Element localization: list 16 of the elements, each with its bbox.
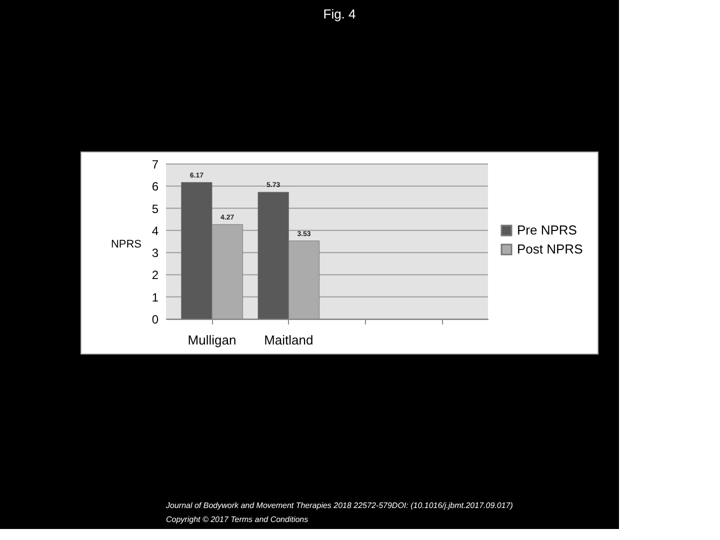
- y-tick-label: 0: [152, 312, 159, 326]
- y-tick-label: 7: [152, 158, 159, 172]
- x-tick-label: Maitland: [264, 332, 314, 348]
- legend-label: Post NPRS: [517, 242, 584, 256]
- y-axis-title: NPRS: [110, 238, 142, 250]
- x-tick-label: Mulligan: [188, 332, 236, 348]
- chart-title: Fig. 4: [323, 6, 356, 22]
- y-tick-label: 2: [152, 268, 159, 282]
- y-tick-label: 3: [152, 246, 159, 260]
- y-tick-label: 1: [152, 290, 159, 304]
- y-tick-label: 6: [152, 180, 159, 194]
- y-tick-label: 4: [152, 224, 159, 238]
- text: Journal of Bodywork and Movement Therapies 2018 22572-579DOI: (10.1016/j.jbmt.2017.09.017): [165, 501, 514, 510]
- y-tick-label: 5: [152, 202, 159, 216]
- text: Copyright © 2017 Terms and Conditions: [166, 515, 308, 524]
- legend-label: Pre NPRS: [517, 222, 578, 238]
